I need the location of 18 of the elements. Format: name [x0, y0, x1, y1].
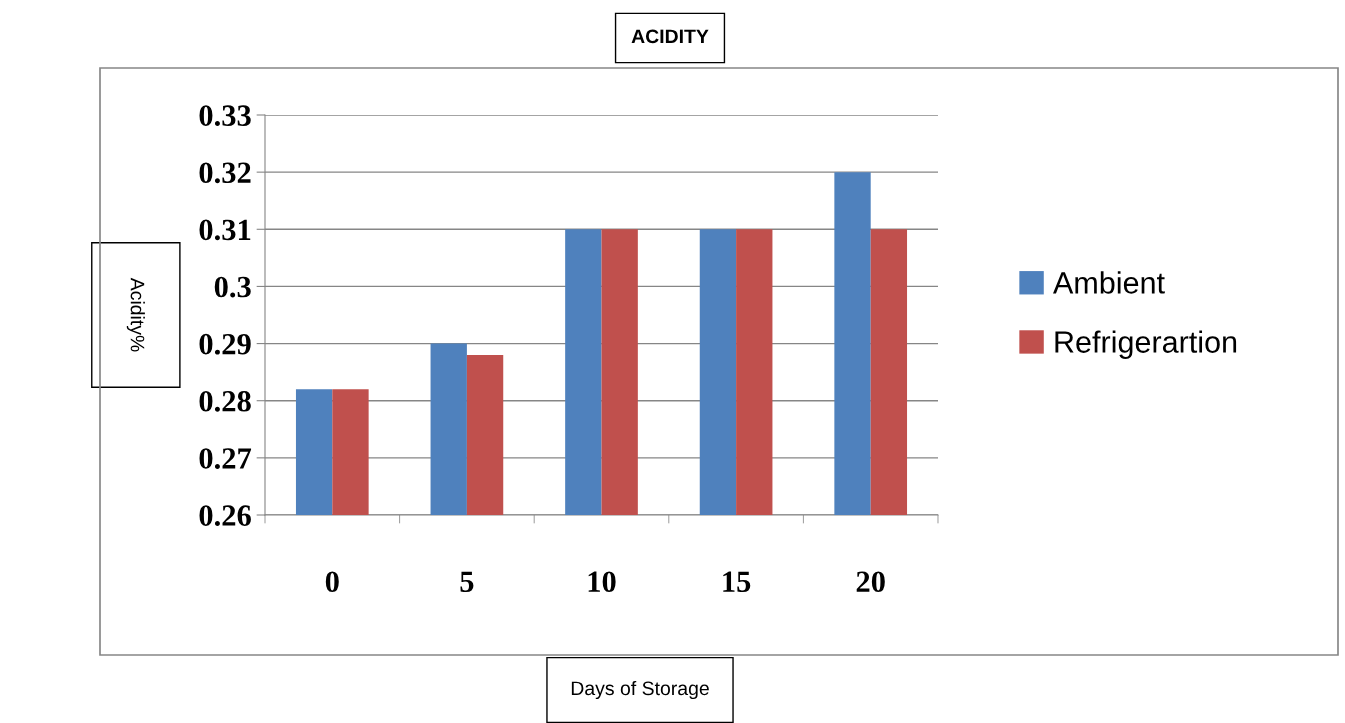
x-tick-label: 10 [588, 571, 616, 593]
y-tick-label: 0.27 [199, 448, 252, 469]
y-tick-label: 0.31 [199, 219, 251, 241]
x-axis-title: Days of Storage [571, 680, 709, 700]
x-tick-label: 0 [325, 571, 339, 593]
y-tick-label: 0.29 [199, 333, 251, 355]
x-tick-label: 15 [723, 571, 751, 593]
legend-label: Ambient [1053, 271, 1165, 294]
x-tick-label: 20 [856, 571, 885, 593]
y-tick-label: 0.33 [199, 105, 251, 127]
y-tick-label: 0.32 [199, 162, 251, 184]
y-axis-title: Acidity% [126, 277, 145, 352]
y-tick-label: 0.26 [199, 505, 251, 527]
y-tick-label: 0.3 [214, 276, 251, 298]
x-tick-label: 5 [460, 571, 474, 593]
y-tick-label: 0.28 [199, 391, 251, 412]
chart-title: ACIDITY [631, 29, 709, 44]
legend-label: Refrigerartion [1055, 330, 1237, 359]
